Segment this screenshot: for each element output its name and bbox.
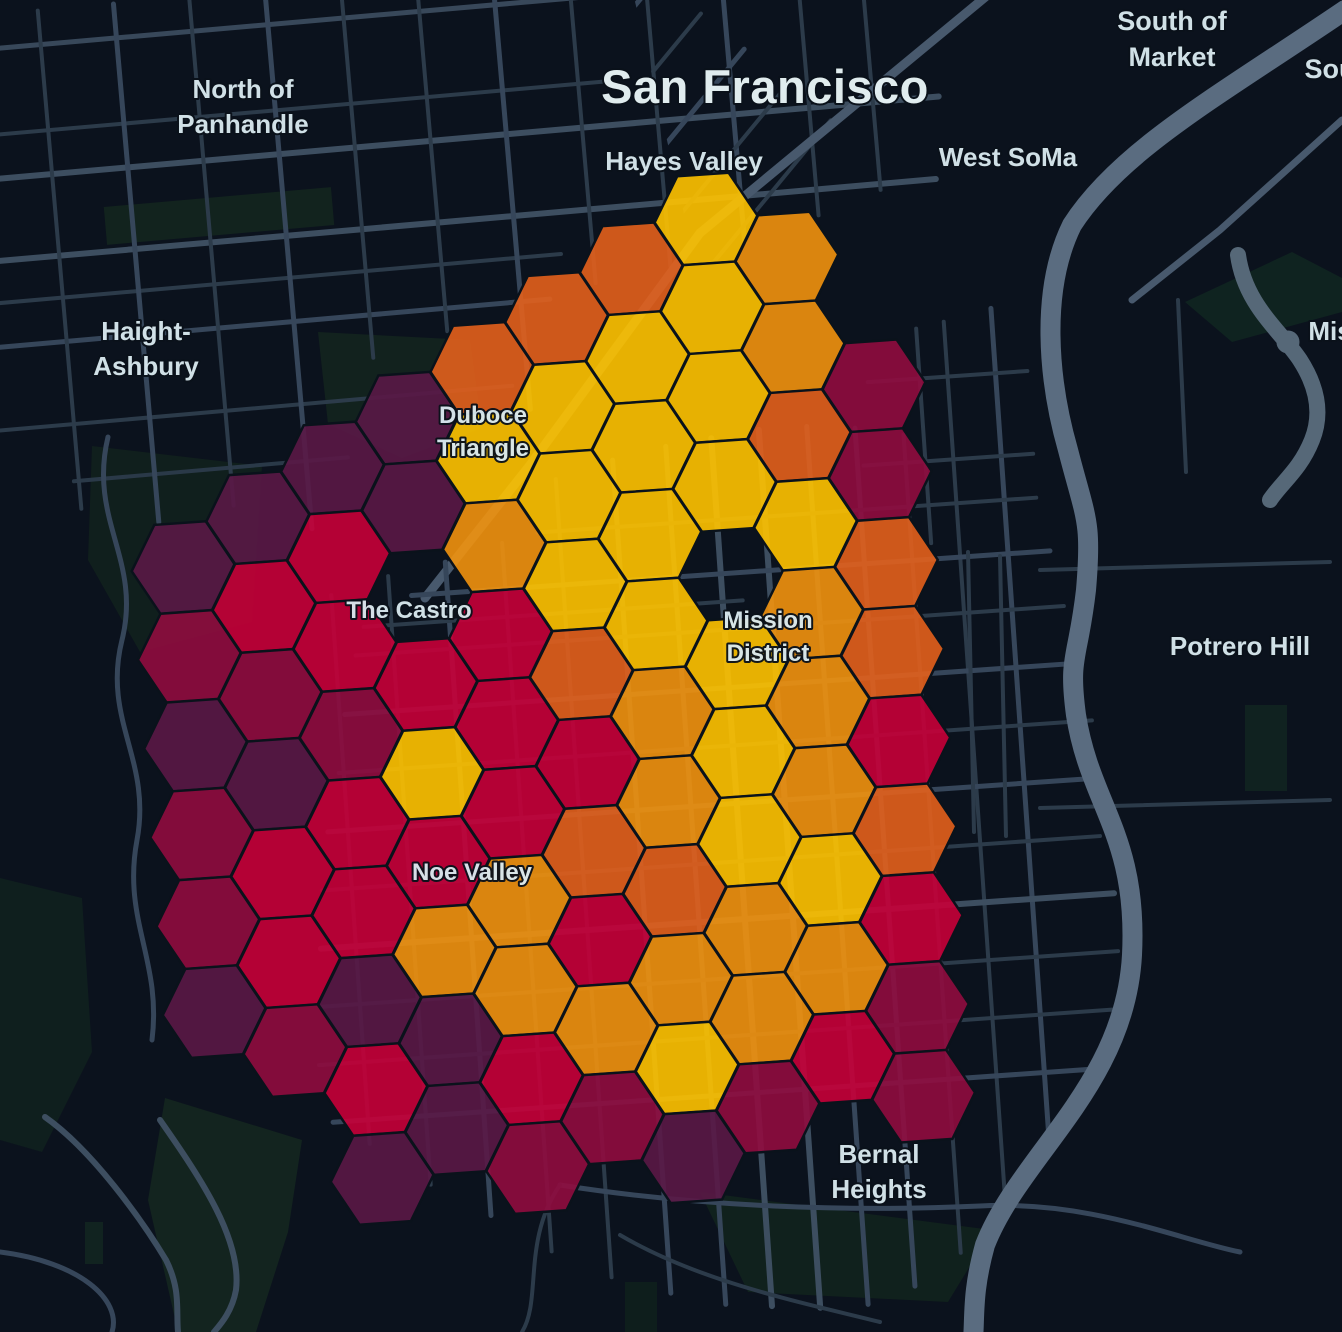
label-north-of-panhandle: North of: [192, 74, 293, 104]
hexbin-layer: [130, 171, 977, 1226]
hex-cell[interactable]: [870, 1048, 977, 1144]
label-hayes-valley: Hayes Valley: [605, 146, 763, 176]
label-haight-ashbury: Haight-: [101, 316, 191, 346]
label-west-soma: West SoMa: [939, 142, 1078, 172]
label-the-castro: The Castro: [346, 597, 471, 624]
label-north-of-panhandle: Panhandle: [177, 109, 308, 139]
street-grid-northwest: [0, 0, 942, 532]
city-label: San Francisco: [601, 60, 929, 113]
label-south-of-market: South of: [1117, 6, 1227, 36]
label-haight-ashbury: Ashbury: [93, 351, 199, 381]
label-bernal-heights: Heights: [831, 1174, 926, 1204]
label-south-of-market: Market: [1128, 42, 1215, 72]
map-labels: San Francisco North of Panhandle South of Ma…: [91, 4, 1342, 1206]
label-noe-valley: Noe Valley: [412, 859, 533, 886]
label-south-partial: Sou: [1305, 54, 1342, 84]
freeway-101: [963, 0, 1342, 1332]
label-duboce-triangle: Duboce: [439, 402, 527, 429]
label-duboce-triangle: Triangle: [437, 435, 529, 462]
label-potrero-hill: Potrero Hill: [1170, 631, 1310, 661]
label-bernal-heights: Bernal: [839, 1139, 920, 1169]
label-mission-district: District: [727, 640, 810, 667]
label-mission-district: Mission: [723, 607, 812, 634]
street-grid-potrero: [966, 298, 1332, 838]
label-mission-bay-partial: Mis: [1308, 316, 1342, 346]
